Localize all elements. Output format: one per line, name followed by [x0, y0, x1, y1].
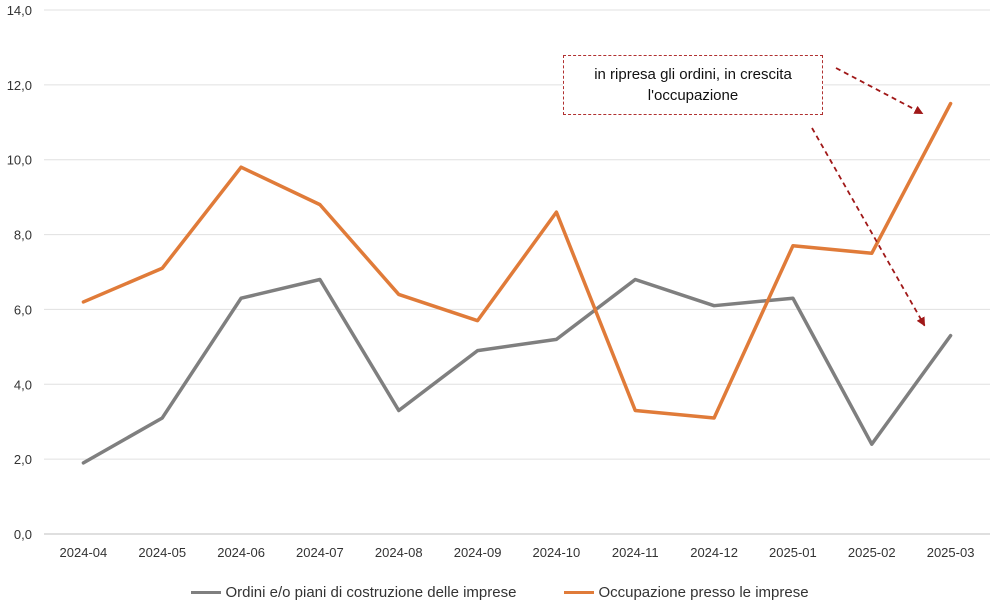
annotation-arrow-ordini — [811, 127, 926, 327]
x-tick-label: 2024-07 — [296, 545, 344, 560]
annotation-box: in ripresa gli ordini, in crescita l'occ… — [563, 55, 823, 115]
y-tick-label: 14,0 — [7, 3, 32, 18]
x-tick-label: 2025-01 — [769, 545, 817, 560]
x-tick-label: 2024-12 — [690, 545, 738, 560]
x-tick-label: 2024-05 — [138, 545, 186, 560]
legend-swatch-occupazione — [564, 590, 595, 594]
y-tick-label: 2,0 — [14, 452, 32, 467]
y-tick-label: 12,0 — [7, 78, 32, 93]
x-tick-label: 2024-09 — [454, 545, 502, 560]
y-tick-label: 10,0 — [7, 153, 32, 168]
y-tick-label: 0,0 — [14, 527, 32, 542]
x-tick-label: 2024-11 — [612, 545, 659, 560]
legend-label-occupazione: Occupazione presso le imprese — [598, 583, 809, 601]
legend-item-ordini: Ordini e/o piani di costruzione delle im… — [191, 584, 516, 601]
series-line-ordini — [81, 277, 953, 465]
x-tick-label: 2024-08 — [375, 545, 423, 560]
annotation-text: in ripresa gli ordini, in crescita l'occ… — [594, 66, 792, 104]
x-tick-label: 2024-04 — [60, 545, 108, 560]
legend: Ordini e/o piani di costruzione delle im… — [0, 580, 1000, 604]
x-tick-label: 2024-06 — [217, 545, 265, 560]
y-tick-label: 6,0 — [14, 302, 32, 317]
annotation-arrow-occupazione — [835, 67, 924, 115]
series-line-occupazione — [81, 101, 953, 420]
x-tick-label: 2025-02 — [848, 545, 896, 560]
y-tick-label: 4,0 — [14, 377, 32, 392]
legend-label-ordini: Ordini e/o piani di costruzione delle im… — [225, 583, 517, 601]
legend-item-occupazione: Occupazione presso le imprese — [564, 583, 809, 601]
legend-swatch-ordini — [191, 590, 222, 594]
y-tick-label: 8,0 — [14, 228, 32, 243]
x-tick-label: 2025-03 — [927, 545, 975, 560]
x-tick-label: 2024-10 — [533, 545, 581, 560]
